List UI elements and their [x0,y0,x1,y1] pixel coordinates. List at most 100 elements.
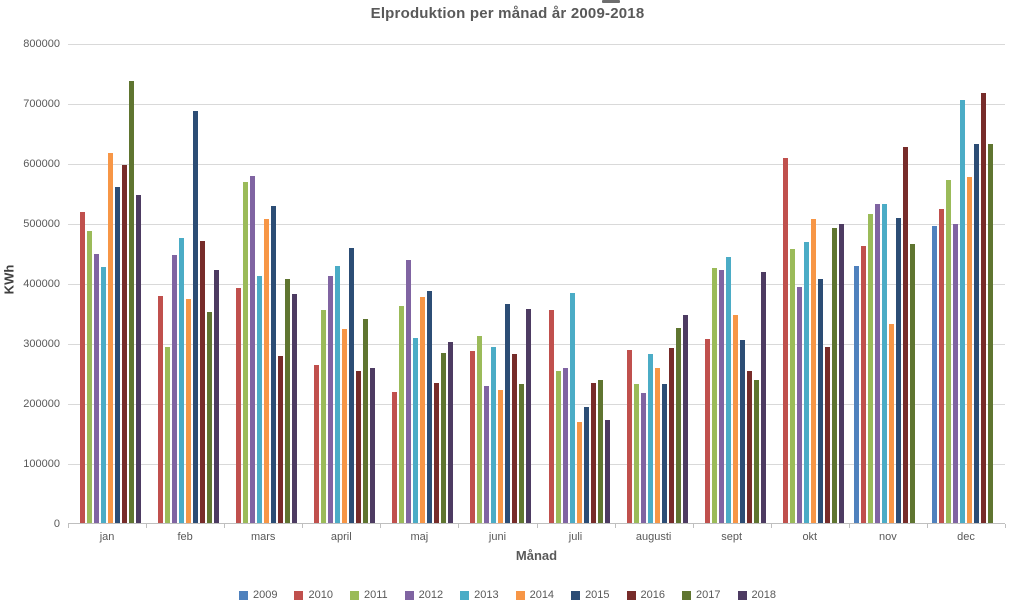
bar-2017-okt [831,228,837,523]
bar-2018-augusti [682,315,688,523]
bar-2016-okt [824,347,830,523]
bar-2011-mars [243,182,249,523]
x-axis-tickmark [537,524,538,528]
x-tick-label-sept: sept [721,531,743,543]
bar-2015-feb [193,111,199,523]
legend-swatch-2016 [626,590,636,600]
legend-label-2012: 2012 [418,589,444,601]
x-tick-label-dec: dec [957,531,975,543]
legend-item-2015: 2015 [571,589,610,601]
x-tick-label-augusti: augusti [635,531,672,543]
bar-2010-maj [392,392,398,523]
bar-2011-maj [399,306,405,523]
x-axis-tickmark [849,524,850,528]
bar-2013-nov [881,204,887,523]
bar-2012-mars [250,176,256,523]
bar-2011-okt [789,249,795,523]
bar-2015-jan [115,187,121,523]
bar-2010-sept [704,339,710,523]
bar-2013-dec [959,100,965,523]
bar-2014-okt [810,219,816,523]
bar-2016-mars [278,356,284,523]
bar-2010-april [314,365,320,523]
bar-2016-augusti [668,348,674,523]
bar-2016-feb [200,241,206,523]
y-tick-label-200000: 200000 [23,398,60,410]
legend-item-2014: 2014 [515,589,555,601]
bar-2013-okt [803,242,809,523]
bar-2017-feb [207,312,213,523]
x-axis-tickmark [1005,524,1006,528]
bar-2015-okt [817,279,823,523]
bar-2017-sept [753,380,759,523]
bar-2016-sept [746,371,752,523]
x-tick-label-juni: juni [488,531,507,543]
x-tick-label-april: april [330,531,352,543]
bar-2017-jan [129,81,135,523]
bar-2010-nov [860,246,866,523]
bar-2012-sept [718,270,724,523]
bar-2011-nov [867,214,873,523]
legend-label-2014: 2014 [529,589,555,601]
bar-2013-juli [569,293,575,523]
bar-2013-sept [725,257,731,523]
bar-2012-jan [94,254,100,523]
bar-2014-augusti [654,368,660,523]
bar-2013-april [335,266,341,523]
bar-2010-juni [470,351,476,523]
x-axis-tickmark [380,524,381,528]
legend: 2009 2010 2011 2012 2013 2014 2015 2016 2017 2018 [0,589,1015,601]
bar-2012-okt [796,287,802,523]
x-axis-tickmark [615,524,616,528]
bar-2010-feb [158,296,164,523]
bar-2013-mars [257,276,263,523]
legend-swatch-2013 [460,590,470,600]
gridline-300000 [68,344,1005,345]
bar-2009-dec [931,226,937,523]
legend-item-2010: 2010 [294,589,333,601]
bar-2017-mars [285,279,291,523]
y-tick-label-300000: 300000 [23,338,60,350]
legend-label-2016: 2016 [640,589,666,601]
legend-label-2018: 2018 [751,589,776,601]
legend-label-2010: 2010 [308,589,333,601]
bar-2016-jan [122,165,128,523]
y-tick-label-800000: 800000 [23,38,60,50]
bar-2016-maj [434,383,440,523]
bar-2018-sept [760,272,766,523]
bar-2016-juni [512,354,518,523]
bar-2011-sept [711,268,717,523]
gridline-400000 [68,284,1005,285]
x-tick-label-okt: okt [802,531,818,543]
bar-2017-juli [597,380,603,523]
bar-2018-okt [838,224,844,523]
bar-2010-dec [938,209,944,523]
y-tick-label-600000: 600000 [23,158,60,170]
bar-2014-dec [966,177,972,523]
x-tick-label-nov: nov [879,531,897,543]
bar-2012-april [328,276,334,523]
bar-2011-feb [165,347,171,523]
bar-2012-juni [484,386,490,523]
bar-2010-okt [782,158,788,523]
bar-2014-april [342,329,348,523]
y-tick-label-700000: 700000 [23,98,60,110]
bar-2017-nov [909,244,915,523]
gridline-200000 [68,404,1005,405]
bar-2016-juli [590,383,596,523]
legend-item-2011: 2011 [349,589,388,601]
x-tick-label-feb: feb [177,531,193,543]
bar-2014-maj [420,297,426,523]
bar-2017-augusti [675,328,681,523]
x-tick-label-jan: jan [99,531,115,543]
bar-2018-mars [292,294,298,523]
bar-2011-augusti [633,384,639,523]
gridline-100000 [68,464,1005,465]
bar-2014-sept [732,315,738,523]
bar-2010-juli [548,310,554,523]
bar-2012-juli [562,368,568,523]
y-tick-label-500000: 500000 [23,218,60,230]
bar-2014-juli [576,422,582,523]
bar-2015-april [349,248,355,523]
